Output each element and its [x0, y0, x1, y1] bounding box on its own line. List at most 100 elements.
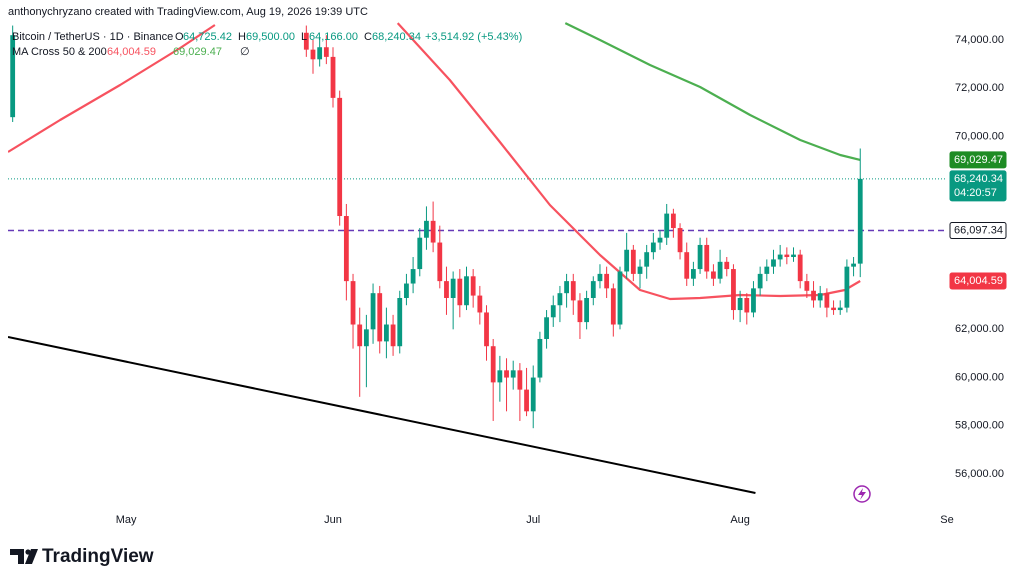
header: anthonychryzano created with TradingView… — [8, 6, 368, 18]
candle-body — [424, 220, 429, 238]
candle-body — [751, 288, 756, 313]
candle-body — [664, 213, 670, 238]
legend-change: +3,514.92 (+5.43%) — [425, 31, 522, 43]
candle-body — [450, 278, 456, 298]
candle-body — [597, 273, 603, 282]
logo-text: TradingView — [42, 546, 154, 567]
candle-body — [757, 273, 763, 289]
candle-body — [303, 32, 309, 50]
legend-key: L — [301, 31, 307, 43]
legend-indicator: MA Cross 50 & 200 — [12, 46, 107, 58]
price-badge: 64,004.59 — [949, 272, 1007, 290]
candle-body — [343, 216, 349, 282]
candle-body — [330, 56, 336, 98]
candle-body — [557, 293, 563, 306]
legend-value: 68,240.34 — [372, 31, 421, 43]
candle-body — [384, 324, 389, 342]
y-tick-label: 62,000.00 — [955, 323, 1004, 335]
y-tick-label: 56,000.00 — [955, 468, 1004, 480]
candle-body — [697, 244, 703, 270]
candle-body — [457, 278, 463, 306]
candle-body — [637, 266, 643, 274]
alert-icon — [853, 485, 871, 503]
x-tick-label: Jul — [526, 514, 540, 526]
price-badge-box — [949, 222, 1007, 240]
candle-body — [851, 263, 856, 267]
candle-body — [677, 228, 683, 253]
candle-body — [484, 312, 489, 347]
price-badge: 68,240.34 04:20:57 — [949, 170, 1007, 202]
candle-body — [397, 297, 403, 347]
price-badge: 66,097.34 — [949, 222, 1007, 240]
legend-value: 64,166.00 — [309, 31, 358, 43]
candle-body — [737, 297, 743, 311]
candle-body — [444, 281, 449, 298]
candle-body — [831, 307, 836, 311]
candle-body — [477, 295, 483, 313]
candle-body — [317, 47, 323, 60]
candle-body — [604, 273, 610, 289]
candle-body — [370, 293, 376, 330]
price-badge-box — [949, 170, 1007, 202]
overlay: 56,000.00 58,000.00 60,000.00 62,000.00 64,0… — [12, 31, 1007, 526]
trendline — [8, 336, 756, 495]
legend-indicator-value: 64,004.59 — [107, 46, 156, 58]
price-badge-box — [949, 151, 1007, 169]
price-badge-label: 66,097.34 — [954, 224, 1003, 236]
candle-body — [337, 97, 343, 217]
candle-body — [470, 276, 476, 296]
price-badge: 69,029.47 — [949, 151, 1007, 169]
price-badge-label: 68,240.34 — [954, 173, 1003, 185]
candle-body — [717, 261, 723, 279]
candle-body — [417, 237, 423, 270]
candle-body — [590, 281, 596, 298]
price-badge-label: 69,029.47 — [954, 154, 1003, 166]
candle-body — [617, 271, 623, 325]
candle-body — [570, 281, 576, 301]
candle-body — [377, 293, 383, 342]
candle-body — [711, 271, 716, 279]
candle-body — [657, 237, 663, 243]
candle-body — [630, 249, 636, 274]
y-tick-label: 70,000.00 — [955, 130, 1004, 142]
x-tick-label: Aug — [730, 514, 750, 526]
candle-body — [530, 377, 536, 412]
candle-body — [624, 249, 630, 272]
candle-body — [537, 338, 543, 378]
candle-body — [690, 269, 696, 279]
price-badge-label: 64,004.59 — [954, 275, 1003, 287]
candle-body — [791, 254, 796, 258]
legend: Bitcoin / TetherUS · 1D · Binance O 64,725… — [12, 31, 522, 58]
candle-body — [857, 178, 863, 264]
countdown-label: 04:20:57 — [954, 187, 997, 199]
candle-body — [564, 281, 569, 294]
candle-body — [544, 317, 549, 339]
x-tick-label: Se — [940, 514, 953, 526]
candle-body — [644, 252, 650, 267]
candle-body — [517, 370, 523, 390]
logo-mark — [10, 549, 38, 564]
candle-body — [437, 242, 443, 282]
legend-indicator-value: 69,029.47 — [173, 46, 222, 58]
candle-body — [744, 297, 750, 313]
candle-body — [824, 293, 830, 308]
legend-key: H — [238, 31, 246, 43]
candle-body — [704, 244, 710, 272]
candle-body — [684, 252, 690, 279]
candle-body — [844, 266, 850, 308]
legend-value: 69,500.00 — [246, 31, 295, 43]
y-tick-label: 60,000.00 — [955, 371, 1004, 383]
x-tick-label: May — [116, 514, 137, 526]
candle-body — [577, 300, 583, 323]
candle-body — [670, 213, 676, 229]
candle-body — [771, 259, 776, 267]
candle-body — [350, 281, 356, 325]
candle-body — [777, 254, 783, 260]
candle-body — [797, 254, 803, 282]
candle-body — [817, 293, 823, 301]
plot-area — [8, 22, 945, 495]
candle-body — [550, 305, 556, 318]
candle-body — [784, 254, 790, 258]
candle-body — [650, 242, 656, 253]
